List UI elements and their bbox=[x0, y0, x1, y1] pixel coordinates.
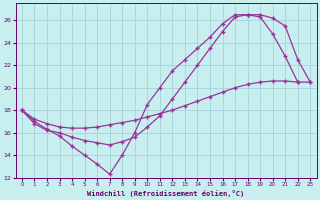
X-axis label: Windchill (Refroidissement éolien,°C): Windchill (Refroidissement éolien,°C) bbox=[87, 190, 245, 197]
